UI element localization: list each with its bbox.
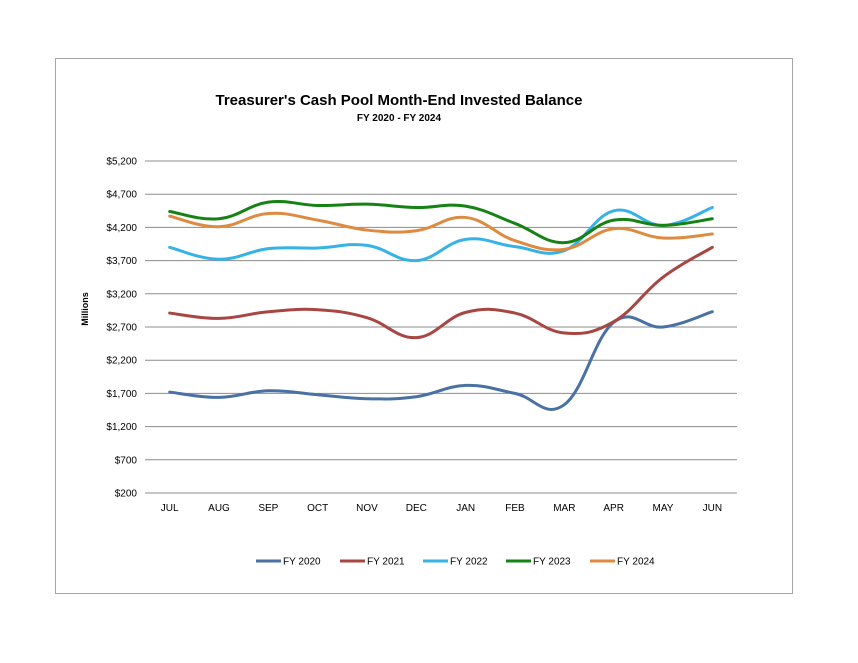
legend-label: FY 2024	[617, 557, 655, 568]
legend-label: FY 2020	[283, 557, 321, 568]
x-tick-label: NOV	[356, 503, 378, 514]
y-tick-label: $4,700	[106, 190, 137, 201]
chart-subtitle: FY 2020 - FY 2024	[357, 113, 442, 124]
x-tick-label: AUG	[208, 503, 230, 514]
x-tick-label: SEP	[258, 503, 278, 514]
legend-label: FY 2022	[450, 557, 488, 568]
series-line-fy-2024	[168, 211, 714, 252]
y-tick-label: $5,200	[106, 157, 137, 168]
x-tick-label: JUL	[161, 503, 179, 514]
legend: FY 2020 FY 2021 FY 2022 FY 2023 FY 2024	[256, 557, 655, 568]
y-tick-label: $1,700	[106, 389, 137, 400]
y-tick-label: $1,200	[106, 422, 137, 433]
x-tick-label: JUN	[703, 503, 722, 514]
y-tick-label: $3,200	[106, 289, 137, 300]
legend-label: FY 2023	[533, 557, 571, 568]
y-tick-label: $2,200	[106, 356, 137, 367]
y-tick-label: $200	[115, 489, 138, 500]
series-line-fy-2021	[168, 245, 714, 340]
legend-label: FY 2021	[367, 557, 405, 568]
gridlines	[145, 160, 737, 494]
series-line-fy-2023	[168, 200, 714, 245]
x-tick-label: OCT	[307, 503, 328, 514]
y-tick-label: $3,700	[106, 256, 137, 267]
x-tick-label: MAR	[553, 503, 575, 514]
x-axis-ticks: JUL AUG SEP OCT NOV DEC JAN FEB MAR APR MAY JUN	[161, 503, 722, 514]
y-tick-label: $4,200	[106, 223, 137, 234]
x-tick-label: JAN	[456, 503, 475, 514]
x-tick-label: MAY	[653, 503, 674, 514]
x-tick-label: DEC	[406, 503, 427, 514]
y-tick-label: $700	[115, 455, 138, 466]
x-tick-label: APR	[603, 503, 624, 514]
series-lines	[168, 200, 714, 411]
chart-title: Treasurer's Cash Pool Month-End Invested…	[216, 92, 583, 109]
y-axis-label: Millions	[80, 292, 90, 326]
y-axis-ticks: $200 $700 $1,200 $1,700 $2,200 $2,700 $3,200 $3…	[106, 157, 137, 500]
y-tick-label: $2,700	[106, 323, 137, 334]
series-line-fy-2022	[168, 205, 714, 263]
x-tick-label: FEB	[505, 503, 525, 514]
